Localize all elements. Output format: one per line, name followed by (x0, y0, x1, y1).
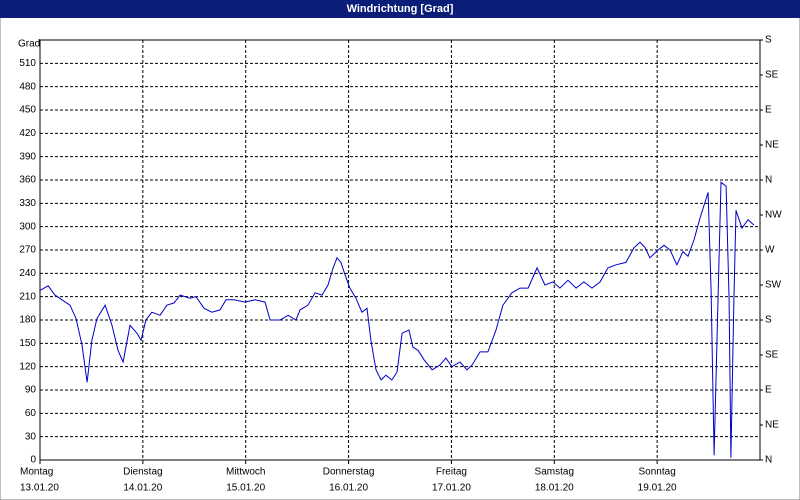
x-tick-date: 15.01.20 (226, 483, 265, 494)
y-tick-label: 360 (19, 175, 36, 186)
y-axis-label: Grad (18, 39, 40, 50)
y-tick-label: 450 (19, 105, 36, 116)
y-tick-label: 300 (19, 221, 36, 232)
x-tick-date: 14.01.20 (123, 483, 162, 494)
y2-tick-label: SW (765, 280, 782, 291)
y2-tick-label: N (765, 175, 772, 186)
y-tick-label: 240 (19, 268, 36, 279)
y2-tick-label: W (765, 245, 775, 256)
y-tick-label: 270 (19, 245, 36, 256)
y-tick-label: 90 (25, 385, 37, 396)
data-line (39, 181, 755, 458)
x-tick-label: Sonntag (639, 467, 676, 478)
x-tick-label: Donnerstag (323, 467, 375, 478)
y-tick-label: 210 (19, 291, 36, 302)
y-tick-label: 180 (19, 315, 36, 326)
y2-tick-label: N (765, 455, 772, 466)
y-tick-label: 0 (30, 455, 36, 466)
x-tick-label: Montag (20, 467, 53, 478)
chart-title: Windrichtung [Grad] (347, 3, 454, 15)
y2-tick-label: NE (765, 420, 779, 431)
y-tick-label: 150 (19, 338, 36, 349)
x-tick-label: Mittwoch (226, 467, 265, 478)
x-tick-date: 18.01.20 (535, 483, 574, 494)
y2-tick-label: S (765, 35, 772, 46)
y-tick-label: 330 (19, 198, 36, 209)
y-tick-label: 390 (19, 151, 36, 162)
y-tick-label: 30 (25, 431, 37, 442)
x-tick-date: 17.01.20 (432, 483, 471, 494)
x-tick-date: 16.01.20 (329, 483, 368, 494)
y2-tick-label: NE (765, 140, 779, 151)
x-tick-date: 13.01.20 (20, 483, 59, 494)
x-tick-label: Dienstag (123, 467, 162, 478)
y-tick-label: 420 (19, 128, 36, 139)
x-tick-label: Freitag (436, 467, 467, 478)
x-tick-date: 19.01.20 (638, 483, 677, 494)
y-tick-label: 120 (19, 361, 36, 372)
y-tick-label: 480 (19, 81, 36, 92)
y2-tick-label: SE (765, 350, 779, 361)
x-tick-label: Samstag (535, 467, 574, 478)
y2-tick-label: E (765, 385, 772, 396)
y2-tick-label: NW (765, 210, 782, 221)
y2-tick-label: E (765, 105, 772, 116)
title-bar (0, 0, 800, 18)
y2-tick-label: SE (765, 70, 779, 81)
y2-tick-label: S (765, 315, 772, 326)
y-tick-label: 510 (19, 58, 36, 69)
y-tick-label: 60 (25, 408, 37, 419)
